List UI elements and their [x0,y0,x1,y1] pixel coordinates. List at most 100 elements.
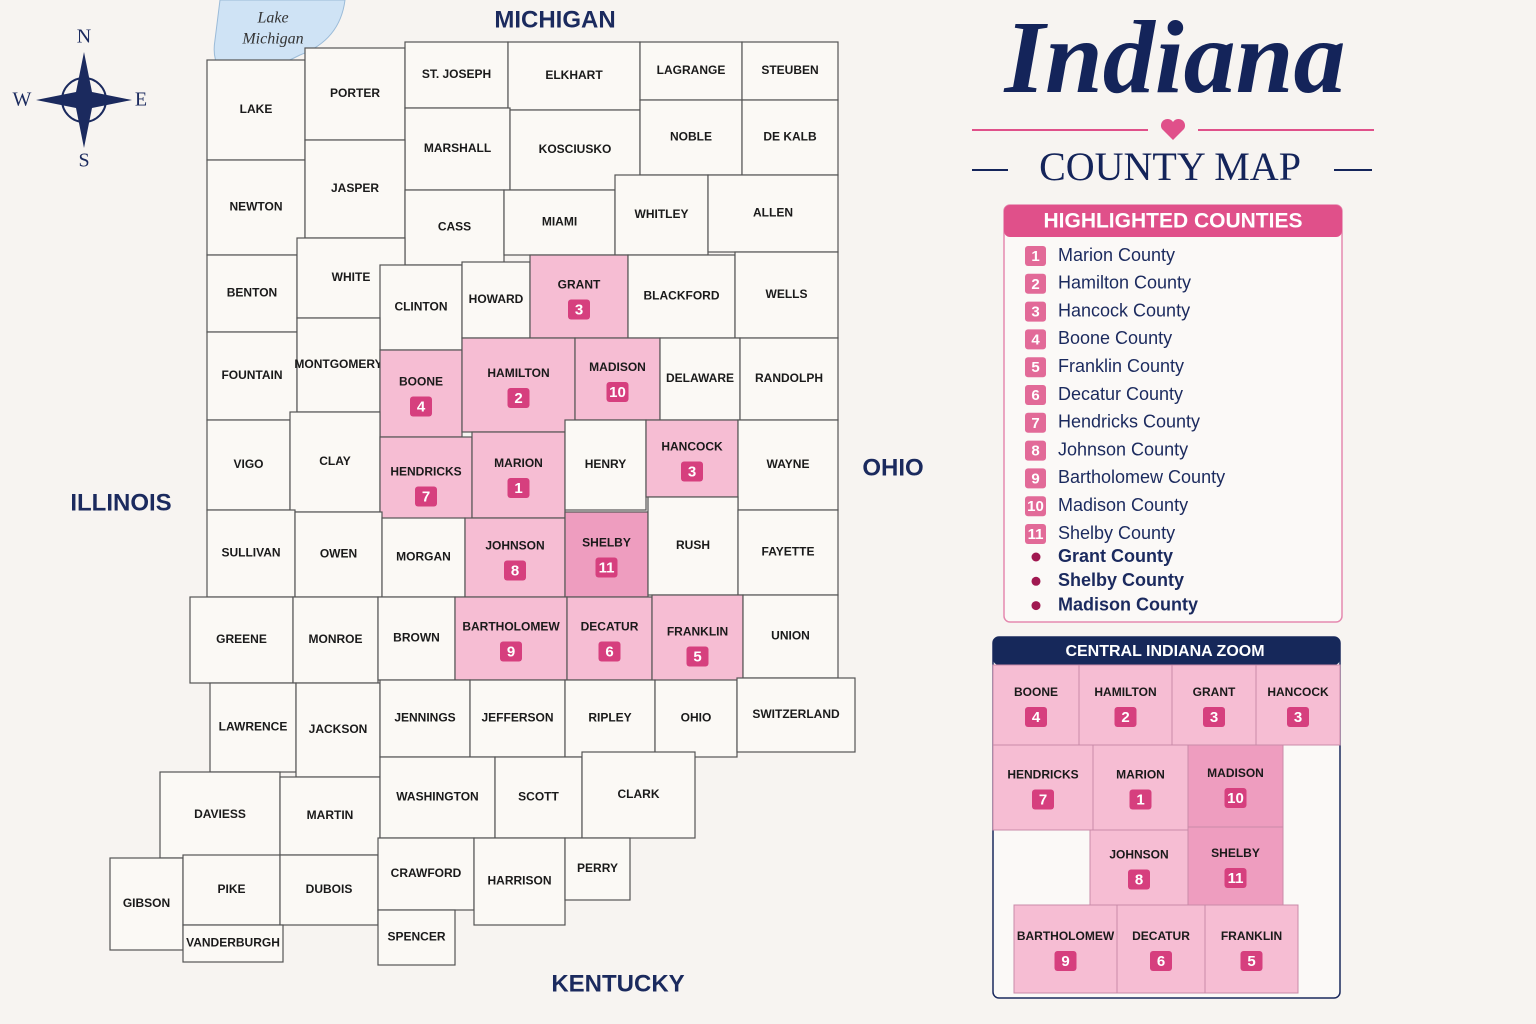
state-label: KENTUCKY [551,970,684,997]
compass-rose [36,52,132,148]
zoom-cell [1092,744,1189,831]
legend-badge [1025,524,1046,544]
compass-s: S [78,150,89,172]
zoom-cell [1187,744,1284,828]
county [566,596,653,681]
zoom-cell [992,664,1080,746]
county [461,337,576,433]
county-label: WAYNE [767,457,810,471]
county [741,41,839,101]
legend-item: Hamilton County [1058,273,1191,293]
badge [415,486,437,507]
county-label: OHIO [681,711,712,725]
county-label: MONTGOMERY [294,357,382,371]
heart [1160,118,1186,140]
legend-number: 10 [1027,498,1044,515]
county-label: MARSHALL [424,141,491,155]
state-label: OHIO [862,454,923,481]
compass-w: W [13,89,32,111]
county [473,837,566,926]
county-label: FOUNTAIN [221,368,282,382]
compass-e: E [135,89,147,111]
county-label: JACKSON [309,722,368,736]
county [469,679,566,758]
county [304,139,406,239]
badge-number: 5 [1247,953,1255,970]
badge [1032,789,1054,810]
county [182,924,284,963]
county [736,677,856,753]
zoom-label: HENDRICKS [1007,768,1078,782]
county-label: HAMILTON [487,366,549,380]
county [109,857,184,951]
zoom-label: MADISON [1207,766,1264,780]
county [564,511,649,598]
county-label: KOSCIUSKO [539,142,612,156]
county-label: HENRY [585,457,627,471]
county-label: DELAWARE [666,371,734,385]
badge [1287,707,1309,727]
legend-item: Hancock County [1058,300,1190,320]
county [294,511,383,598]
state-label: ILLINOIS [70,489,171,516]
county-label: HOWARD [469,292,524,306]
legend-dot [1031,601,1041,611]
legend-item: Hendricks County [1058,412,1200,432]
county-label: BENTON [227,286,277,300]
county-label: ALLEN [753,206,793,220]
county [377,909,456,966]
compass: N S E W [13,26,148,172]
county [377,837,475,911]
county-label: PIKE [217,882,245,896]
legend-badge [1025,301,1046,322]
badge-number: 11 [599,559,615,576]
county [741,99,839,176]
badge [681,461,703,482]
badge [1129,789,1152,810]
badge-number: 3 [688,463,696,480]
county-label: GIBSON [123,896,170,910]
zoom-cell [1171,664,1257,746]
badge-number: 7 [422,488,430,505]
badge-number: 8 [511,562,519,579]
county-label: GREENE [216,632,267,646]
county [507,41,641,111]
county [574,337,661,421]
compass-ring [61,77,107,123]
zoom-header [993,637,1340,665]
badge [1224,788,1247,808]
title: Indiana [1002,0,1345,115]
zoom-cell [1204,904,1299,994]
badge [507,388,530,408]
badge [500,641,522,662]
legend-item: Bartholomew County [1058,467,1225,487]
county [581,751,696,839]
county-label: MADISON [589,360,646,374]
county [206,254,298,333]
county-label: OWEN [320,547,357,561]
badge-number: 2 [514,390,522,407]
legend-number: 6 [1031,387,1039,404]
badge-number: 8 [1135,871,1143,888]
legend-badge [1025,468,1046,489]
county [381,517,466,598]
zoom-label: SHELBY [1211,846,1260,860]
badge-number: 2 [1121,709,1129,726]
county [182,854,281,926]
legend-number: 4 [1031,331,1040,348]
badge-number: 10 [609,384,626,401]
county-label: DE KALB [763,130,817,144]
county-label: STEUBEN [761,63,818,77]
zoom-label: HANCOCK [1267,685,1329,699]
county-label: CLARK [618,787,660,801]
badge-number: 3 [1294,709,1302,726]
county [647,496,739,596]
zoom-cell [1078,664,1173,746]
county-label: RIPLEY [588,711,631,725]
legend-badge [1025,329,1046,350]
county [564,837,631,901]
legend-number: 2 [1031,276,1039,293]
badge [1150,951,1172,971]
county-label: HARRISON [487,874,551,888]
county [379,756,496,839]
